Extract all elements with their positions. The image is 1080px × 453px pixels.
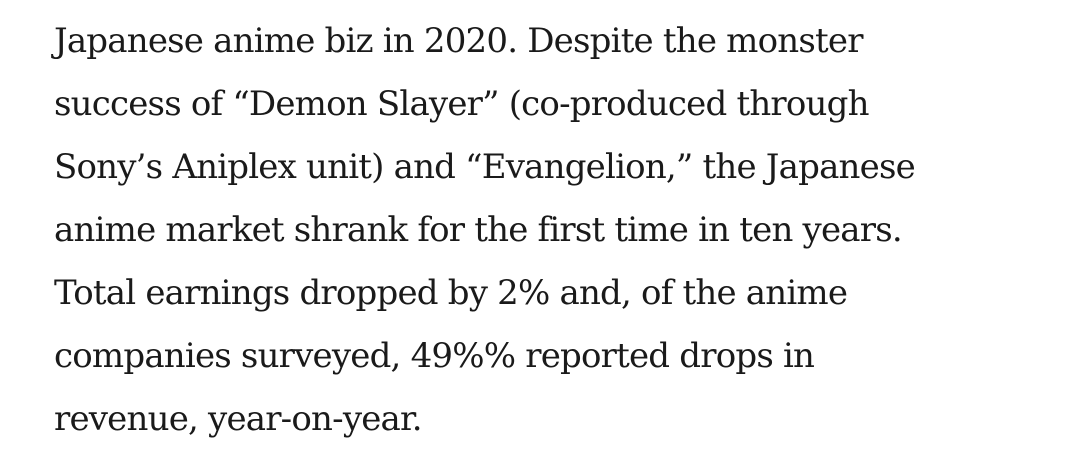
- paragraph-line: companies surveyed, 49%% reported drops …: [54, 336, 815, 376]
- paragraph-line: Sony’s Aniplex unit) and “Evangelion,” t…: [54, 147, 916, 187]
- paragraph-line: success of “Demon Slayer” (co-produced t…: [54, 84, 870, 124]
- paragraph-line: Japanese anime biz in 2020. Despite the …: [54, 21, 863, 61]
- paragraph-line: anime market shrank for the first time i…: [54, 210, 903, 250]
- paragraph-line: Total earnings dropped by 2% and, of the…: [54, 273, 848, 313]
- article-paragraph: Japanese anime biz in 2020. Despite the …: [54, 12, 1064, 453]
- paragraph-line: revenue, year-on-year.: [54, 399, 423, 439]
